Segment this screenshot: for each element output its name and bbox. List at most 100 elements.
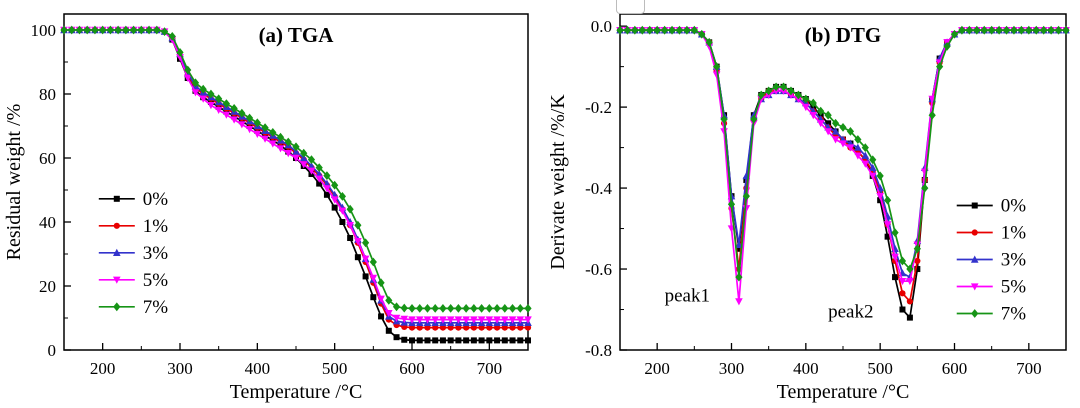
x-tick-label: 300 [719, 359, 745, 378]
marker-diamond [315, 163, 323, 172]
marker-square [424, 337, 431, 344]
marker-diamond [416, 304, 424, 313]
marker-triangle-down [824, 128, 832, 136]
marker-diamond [292, 142, 300, 152]
marker-diamond [230, 104, 238, 113]
marker-triangle-down [346, 222, 354, 230]
marker-diamond [478, 304, 486, 313]
marker-diamond [261, 123, 269, 132]
marker-square [439, 337, 446, 344]
marker-diamond [1040, 25, 1048, 35]
marker-diamond [928, 110, 936, 120]
marker-triangle-down [284, 150, 293, 158]
marker-square [331, 204, 338, 211]
marker-triangle-down [854, 152, 862, 160]
marker-diamond [1032, 25, 1040, 35]
series-line [620, 29, 1066, 278]
marker-triangle-down [501, 316, 509, 324]
x-tick-label: 700 [1016, 359, 1041, 378]
marker-triangle-down [307, 167, 316, 175]
marker-square [401, 336, 408, 343]
marker-diamond [727, 199, 736, 209]
marker-circle [501, 324, 508, 331]
ui-artifact-box [616, 0, 645, 14]
marker-triangle-up [307, 162, 316, 170]
marker-diamond [300, 148, 308, 158]
marker-triangle-down [462, 316, 470, 324]
marker-diamond [921, 183, 929, 193]
marker-circle [455, 324, 462, 331]
marker-triangle-up [854, 143, 862, 151]
marker-diamond [338, 192, 346, 201]
marker-triangle-down [470, 316, 478, 324]
marker-diamond [113, 302, 121, 312]
marker-square [339, 219, 346, 225]
marker-triangle-down [779, 87, 788, 95]
marker-diamond [1002, 25, 1011, 35]
marker-square [455, 337, 462, 344]
y-axis-label: Derivate weight /%/K [547, 94, 569, 270]
legend-label: 1% [143, 216, 169, 237]
marker-circle [906, 298, 913, 305]
marker-diamond [950, 29, 959, 39]
series-line [64, 29, 528, 329]
marker-diamond [869, 155, 877, 165]
marker-diamond [307, 155, 316, 164]
marker-circle [439, 324, 447, 331]
marker-triangle-down [742, 205, 751, 213]
marker-diamond [122, 25, 130, 35]
marker-diamond [988, 25, 996, 35]
marker-diamond [447, 304, 455, 313]
marker-triangle-down [183, 74, 192, 82]
marker-square [892, 274, 899, 281]
marker-triangle-down [454, 316, 463, 324]
marker-triangle-down [315, 175, 323, 183]
marker-triangle-down [400, 315, 409, 323]
series-line [620, 29, 1066, 303]
marker-diamond [757, 90, 765, 100]
marker-diamond [817, 106, 825, 116]
series-line [64, 29, 528, 324]
marker-diamond [824, 110, 832, 120]
marker-square [825, 120, 832, 127]
marker-diamond [973, 25, 981, 35]
y-axis-label: Residual weight /% [3, 104, 25, 261]
marker-diamond [936, 62, 944, 72]
marker-diamond [891, 228, 899, 238]
legend-label: 0% [143, 189, 169, 210]
marker-triangle-down [757, 95, 766, 104]
marker-triangle-down [861, 160, 870, 168]
marker-diamond [276, 132, 285, 142]
marker-triangle-down [431, 316, 439, 324]
marker-triangle-down [439, 316, 447, 324]
y-tick-label: 20 [39, 277, 56, 296]
marker-triangle-down [787, 91, 795, 99]
marker-triangle-up [735, 240, 743, 248]
marker-diamond [906, 264, 914, 274]
marker-triangle-down [508, 316, 517, 324]
series-7% [60, 25, 532, 313]
chart-title: (a) TGA [259, 23, 335, 47]
marker-triangle-down [794, 95, 803, 104]
tga-chart: 200 300 400 500 600 700 0 20 40 60 80 100 Temperatur… [3, 13, 532, 403]
y-tick-label: -0.4 [585, 179, 612, 198]
marker-triangle-up [868, 163, 877, 172]
series-line [64, 29, 528, 310]
marker-triangle-down [385, 310, 393, 318]
marker-diamond [971, 309, 979, 318]
series-3% [60, 26, 532, 326]
marker-diamond [943, 41, 951, 51]
marker-diamond [508, 304, 517, 313]
marker-triangle-down [876, 192, 884, 201]
marker-triangle-down [207, 102, 215, 110]
marker-triangle-down [408, 316, 416, 324]
marker-square [416, 337, 423, 344]
y-tick-label: 60 [39, 149, 56, 168]
marker-diamond [470, 304, 478, 313]
marker-square [884, 233, 891, 240]
marker-triangle-up [315, 170, 323, 178]
marker-square [899, 306, 906, 313]
marker-triangle-down [705, 43, 713, 51]
marker-triangle-down [253, 130, 262, 138]
marker-diamond [385, 296, 393, 305]
